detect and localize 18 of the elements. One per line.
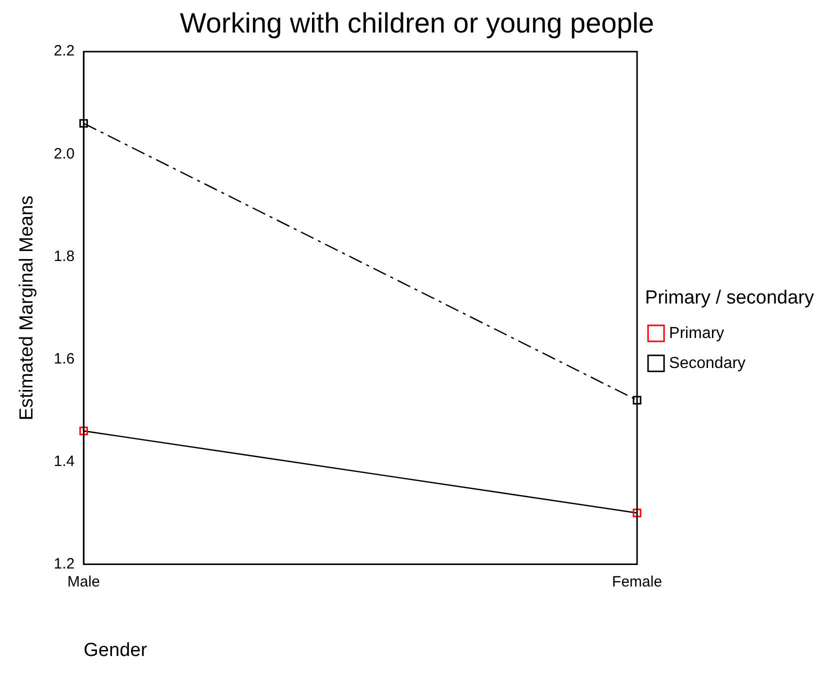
point — [632, 508, 642, 518]
x-axis-title: Gender — [84, 640, 148, 661]
legend-label: Primary — [669, 324, 724, 342]
point — [79, 119, 88, 128]
y-tick-label: 2.2 — [54, 42, 75, 60]
y-tick-label: 1.6 — [54, 350, 75, 368]
x-tick-label: Male — [67, 573, 100, 590]
y-tick-label: 1.2 — [54, 555, 75, 572]
y-tick-label: 1.4 — [54, 452, 75, 470]
point — [79, 426, 88, 436]
legend-title: Primary / secondary — [645, 287, 814, 308]
y-tick-label: 1.8 — [54, 248, 75, 265]
y-axis-title: Estimated Marginal Means — [16, 195, 38, 420]
legend-label: Secondary — [669, 354, 746, 372]
y-tick-label: 2.0 — [54, 145, 75, 162]
point — [632, 396, 642, 404]
x-tick-label: Female — [612, 573, 662, 590]
chart-title: Working with children or young people — [180, 8, 654, 39]
